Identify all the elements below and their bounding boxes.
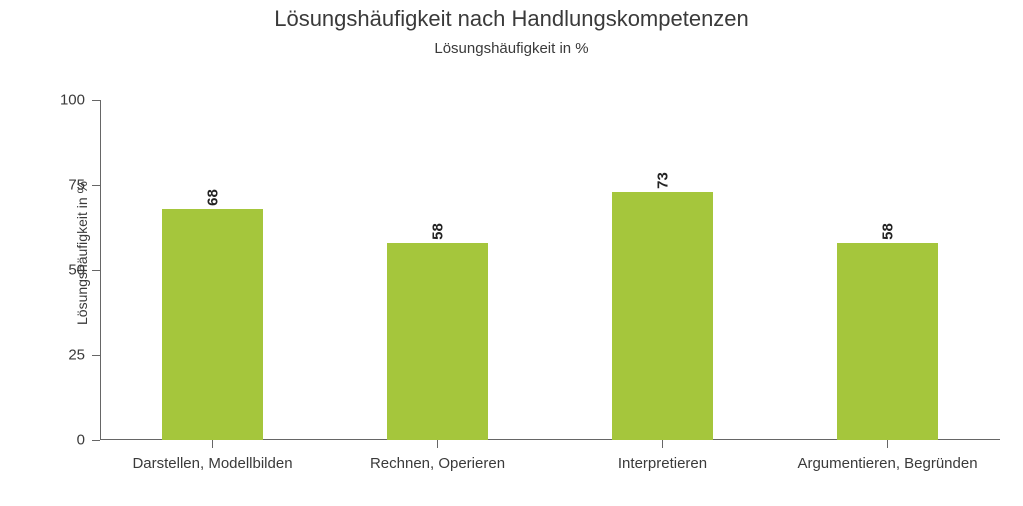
bar-value-label: 68 bbox=[204, 189, 221, 206]
x-tick-label: Argumentieren, Begründen bbox=[797, 455, 977, 472]
x-tick-label: Interpretieren bbox=[618, 455, 707, 472]
y-tick bbox=[92, 185, 100, 186]
bar: 68 bbox=[162, 209, 263, 440]
x-tick bbox=[437, 440, 438, 448]
x-tick bbox=[887, 440, 888, 448]
y-axis-label: Lösungshäufigkeit in % bbox=[74, 181, 90, 325]
y-tick bbox=[92, 440, 100, 441]
y-tick-label: 75 bbox=[45, 177, 85, 194]
bar-value-label: 58 bbox=[429, 223, 446, 240]
y-tick bbox=[92, 355, 100, 356]
x-tick bbox=[662, 440, 663, 448]
y-tick-label: 25 bbox=[45, 347, 85, 364]
plot-area: 025507510068Darstellen, Modellbilden58Re… bbox=[100, 100, 1000, 440]
y-axis-line bbox=[100, 100, 101, 440]
x-tick-label: Darstellen, Modellbilden bbox=[132, 455, 292, 472]
chart-title: Lösungshäufigkeit nach Handlungskompeten… bbox=[0, 6, 1023, 32]
chart-subtitle: Lösungshäufigkeit in % bbox=[0, 40, 1023, 57]
y-tick bbox=[92, 100, 100, 101]
bar: 58 bbox=[837, 243, 938, 440]
bar: 73 bbox=[612, 192, 713, 440]
x-tick bbox=[212, 440, 213, 448]
y-tick bbox=[92, 270, 100, 271]
x-tick-label: Rechnen, Operieren bbox=[370, 455, 505, 472]
y-tick-label: 50 bbox=[45, 262, 85, 279]
bar-value-label: 58 bbox=[879, 223, 896, 240]
y-tick-label: 0 bbox=[45, 432, 85, 449]
y-tick-label: 100 bbox=[45, 92, 85, 109]
bar: 58 bbox=[387, 243, 488, 440]
bar-value-label: 73 bbox=[654, 172, 671, 189]
chart-container: Lösungshäufigkeit nach Handlungskompeten… bbox=[0, 0, 1023, 506]
